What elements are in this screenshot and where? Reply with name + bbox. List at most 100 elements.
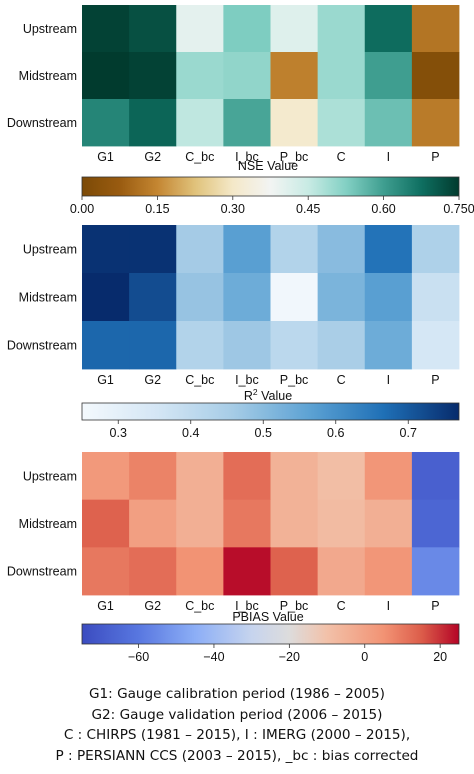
- heatmap-cell: [270, 321, 319, 370]
- colorbar-tick-label: 0.4: [182, 426, 199, 440]
- heatmap-cell: [364, 273, 413, 322]
- heatmap-cell: [270, 547, 319, 596]
- heatmap-cell: [223, 321, 271, 370]
- heatmap-cell: [317, 52, 366, 100]
- caption-line-g2: G2: Gauge validation period (2006 – 2015…: [91, 706, 383, 723]
- heatmap-cell: [223, 547, 271, 596]
- colorbar-tick-label: 20: [433, 650, 447, 664]
- column-label: I: [387, 373, 390, 387]
- heatmap-cell: [364, 225, 413, 274]
- row-label: Midstream: [19, 291, 77, 305]
- column-label: C_bc: [185, 150, 214, 164]
- heatmap-cell: [317, 273, 366, 322]
- column-label: C: [337, 150, 346, 164]
- column-label: G1: [97, 150, 114, 164]
- heatmap-cell: [317, 5, 366, 53]
- heatmap-cell: [82, 5, 130, 53]
- heatmap-cell: [176, 452, 224, 501]
- heatmap-cell: [129, 321, 177, 370]
- colorbar-tick-label: 0.15: [145, 202, 169, 216]
- column-label: C: [337, 373, 346, 387]
- column-label: P_bc: [280, 150, 309, 164]
- heatmap-panel-1: Upstream Midstream Downstream G1 G2 C_bc I_bc P…: [7, 5, 474, 216]
- axis-label: NSE Value: [238, 159, 298, 173]
- colorbar-tick-label: −40: [203, 650, 224, 664]
- row-label: Downstream: [7, 339, 77, 353]
- heatmap-cell: [411, 52, 460, 100]
- colorbar-tick-label: −60: [128, 650, 149, 664]
- heatmap-cell: [82, 225, 130, 274]
- column-label: P: [431, 373, 439, 387]
- colorbar-tick-label: 0.6: [327, 426, 344, 440]
- column-label: G2: [144, 373, 161, 387]
- heatmap-cell: [317, 547, 366, 596]
- heatmap-cell: [129, 99, 177, 147]
- colorbar-tick-label: 0.60: [371, 202, 395, 216]
- heatmap-cell: [129, 273, 177, 322]
- colorbar: [81, 623, 460, 645]
- heatmap-cell: [82, 499, 130, 548]
- column-label: P_bc: [280, 599, 309, 613]
- caption-line-g1: G1: Gauge calibration period (1986 – 200…: [88, 686, 385, 702]
- row-label: Downstream: [7, 565, 77, 579]
- heatmap-cell: [364, 99, 413, 147]
- heatmap-cell: [223, 499, 271, 548]
- row-label: Upstream: [23, 243, 77, 257]
- colorbar-tick-label: 0.3: [110, 426, 127, 440]
- colorbar: [81, 176, 460, 197]
- heatmap-panel-2: Upstream Midstream Downstream G1 G2 C_bc I_bc P…: [7, 225, 460, 440]
- heatmap-cell: [129, 547, 177, 596]
- column-label: I_bc: [235, 150, 259, 164]
- heatmap-cell: [176, 5, 224, 53]
- heatmap-cell: [176, 321, 224, 370]
- heatmap-cell: [364, 499, 413, 548]
- heatmap-cell: [129, 5, 177, 53]
- column-label: I: [387, 599, 390, 613]
- column-label: C_bc: [185, 599, 214, 613]
- heatmap-cell: [317, 321, 366, 370]
- heatmap-cell: [411, 99, 460, 147]
- heatmap-cell: [364, 321, 413, 370]
- heatmap-cell: [82, 99, 130, 147]
- heatmap-cell: [317, 499, 366, 548]
- heatmap-cell: [223, 52, 271, 100]
- heatmap-cell: [364, 5, 413, 53]
- heatmap-cell: [176, 99, 224, 147]
- heatmap-cell: [223, 99, 271, 147]
- heatmap-cell: [270, 273, 319, 322]
- heatmap-cell: [176, 499, 224, 548]
- colorbar-tick-label: 0.750: [443, 202, 474, 216]
- heatmap-cell: [270, 499, 319, 548]
- heatmap-cell: [364, 52, 413, 100]
- heatmap-cell: [82, 321, 130, 370]
- colorbar-tick-label: 0.45: [296, 202, 320, 216]
- heatmap-cell: [129, 499, 177, 548]
- caption-line-persiann: P : PERSIANN CCS (2003 – 2015), _bc : bi…: [55, 747, 419, 764]
- heatmap-cell: [176, 52, 224, 100]
- heatmap-cell: [129, 452, 177, 501]
- column-label: I_bc: [235, 599, 259, 613]
- colorbar-tick-label: 0.5: [255, 426, 272, 440]
- colorbar: [81, 402, 460, 421]
- heatmap-cell: [411, 452, 460, 501]
- column-label: G1: [97, 373, 114, 387]
- heatmap-cell: [411, 5, 460, 53]
- heatmap-cell: [82, 452, 130, 501]
- column-label: G1: [97, 599, 114, 613]
- heatmap-cell: [223, 225, 271, 274]
- heatmap-cell: [176, 547, 224, 596]
- heatmap-cell: [82, 273, 130, 322]
- row-label: Downstream: [7, 116, 77, 130]
- row-label: Upstream: [23, 469, 77, 483]
- column-label: P_bc: [280, 373, 309, 387]
- row-label: Midstream: [19, 517, 77, 531]
- heatmap-cell: [270, 452, 319, 501]
- heatmap-cell: [364, 452, 413, 501]
- heatmap-cell: [270, 99, 319, 147]
- heatmap-cell: [270, 225, 319, 274]
- colorbar-tick-label: −20: [279, 650, 300, 664]
- heatmap-cell: [411, 547, 460, 596]
- heatmap-cell: [411, 225, 460, 274]
